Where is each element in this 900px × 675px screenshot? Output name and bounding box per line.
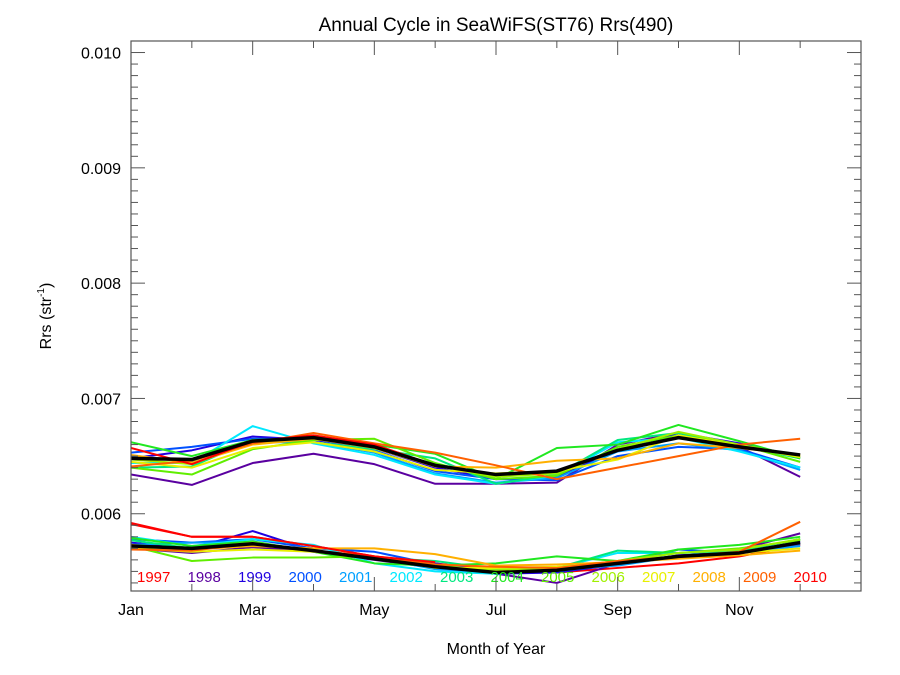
legend-entry-2007: 2007	[642, 569, 675, 586]
series-line-2008-lower	[131, 543, 801, 567]
x-tick-labels: Jan Mar May Jul Sep Nov	[118, 602, 753, 619]
legend: 1997 1998 1999 2000 2001 2002 2003 2004 2005 2006…	[137, 569, 827, 586]
y-axis-label-superscript: -1	[36, 288, 47, 297]
y-axis-label-suffix: )	[38, 283, 55, 288]
legend-entry-1997: 1997	[137, 569, 170, 586]
legend-entry-2005: 2005	[541, 569, 574, 586]
series-layer	[131, 423, 801, 584]
mean-line-lower	[131, 540, 801, 575]
plot-frame	[130, 40, 862, 592]
legend-entry-2003: 2003	[440, 569, 473, 586]
x-tick-label: Nov	[725, 602, 753, 619]
legend-entry-2006: 2006	[592, 569, 625, 586]
legend-entry-1998: 1998	[188, 569, 221, 586]
legend-entry-2008: 2008	[693, 569, 726, 586]
series-line-2004-lower	[131, 535, 801, 567]
y-axis-label-main: Rrs (str	[38, 296, 55, 349]
series-line-2009-upper	[131, 432, 801, 481]
x-tick-label: Jul	[486, 602, 506, 619]
x-tick-label: Sep	[603, 602, 632, 619]
legend-entry-2000: 2000	[289, 569, 322, 586]
legend-entry-2004: 2004	[491, 569, 524, 586]
x-tick-label: Mar	[239, 602, 267, 619]
y-tick-label: 0.006	[81, 507, 121, 524]
y-tick-label: 0.008	[81, 276, 121, 293]
y-tick-label: 0.007	[81, 391, 121, 408]
axis-ticks	[130, 40, 862, 591]
y-axis-label: Rrs (str-1)	[36, 283, 55, 350]
x-tick-label: Jan	[118, 602, 144, 619]
legend-entry-1999: 1999	[238, 569, 271, 586]
legend-entry-2010: 2010	[794, 569, 827, 586]
series-line-2000-upper	[131, 437, 801, 482]
y-tick-label: 0.010	[81, 46, 121, 63]
mean-line-upper	[131, 435, 801, 477]
legend-entry-2009: 2009	[743, 569, 776, 586]
legend-entry-2002: 2002	[390, 569, 423, 586]
x-tick-label: May	[359, 602, 389, 619]
series-line-2008-upper	[131, 437, 801, 469]
series-line-2010-lower	[131, 523, 436, 564]
chart-title: Annual Cycle in SeaWiFS(ST76) Rrs(490)	[319, 15, 674, 36]
y-tick-labels: 0.006 0.007 0.008 0.009 0.010	[81, 46, 121, 524]
x-axis-label: Month of Year	[447, 641, 546, 658]
y-tick-label: 0.009	[81, 161, 121, 178]
legend-entry-2001: 2001	[339, 569, 372, 586]
